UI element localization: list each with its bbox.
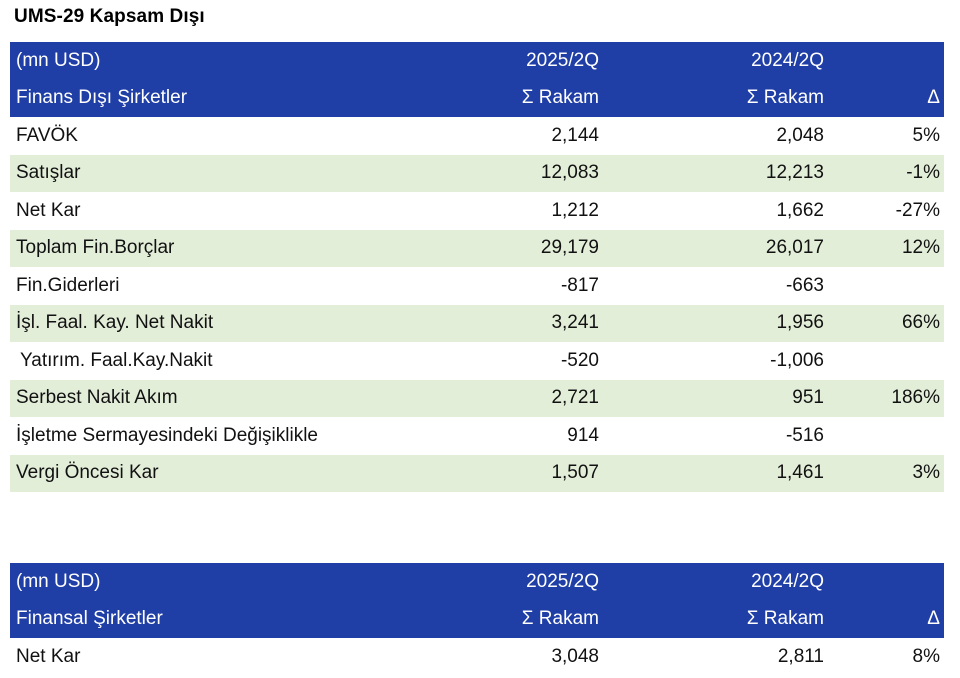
period-a-header: 2025/2Q (376, 42, 600, 80)
financial-companies-table: (mn USD) 2025/2Q 2024/2Q Finansal Şirket… (10, 563, 944, 676)
delta-header: Δ (825, 79, 944, 117)
value-2024: 951 (600, 379, 825, 417)
value-2024: -516 (600, 417, 825, 455)
delta-value: 66% (825, 304, 944, 342)
row-label: Yatırım. Faal.Kay.Nakit (10, 342, 376, 380)
table-row: FAVÖK 2,144 2,048 5% (10, 117, 944, 155)
row-label: Net Kar (10, 638, 376, 676)
delta-value (825, 267, 944, 305)
table-row: Vergi Öncesi Kar 1,507 1,461 3% (10, 454, 944, 492)
delta-value: 3% (825, 454, 944, 492)
delta-value: 12% (825, 229, 944, 267)
row-label: FAVÖK (10, 117, 376, 155)
sum-a-header: Σ Rakam (376, 600, 600, 638)
delta-header: Δ (825, 600, 944, 638)
table-row: Net Kar 3,048 2,811 8% (10, 638, 944, 676)
unit-header: (mn USD) (10, 42, 376, 80)
row-label: İşletme Sermayesindeki Değişiklikle (10, 417, 376, 455)
value-2024: 26,017 (600, 229, 825, 267)
table-row: Satışlar 12,083 12,213 -1% (10, 154, 944, 192)
table-row: Fin.Giderleri -817 -663 (10, 267, 944, 305)
delta-value: -27% (825, 192, 944, 230)
table-row: İşl. Faal. Kay. Net Nakit 3,241 1,956 66… (10, 304, 944, 342)
non-financial-companies-table: (mn USD) 2025/2Q 2024/2Q Finans Dışı Şir… (10, 42, 944, 492)
row-label-text: Yatırım. Faal.Kay.Nakit (20, 349, 213, 371)
delta-value: 8% (825, 638, 944, 676)
section-header: Finans Dışı Şirketler (10, 79, 376, 117)
delta-value: 5% (825, 117, 944, 155)
table-row: Toplam Fin.Borçlar 29,179 26,017 12% (10, 229, 944, 267)
row-label: Toplam Fin.Borçlar (10, 229, 376, 267)
value-2025: 29,179 (376, 229, 600, 267)
delta-value: -1% (825, 154, 944, 192)
row-label: Vergi Öncesi Kar (10, 454, 376, 492)
value-2024: 2,811 (600, 638, 825, 676)
table-row: Serbest Nakit Akım 2,721 951 186% (10, 379, 944, 417)
table-header-row: Finans Dışı Şirketler Σ Rakam Σ Rakam Δ (10, 79, 944, 117)
delta-value (825, 417, 944, 455)
sum-b-header: Σ Rakam (600, 600, 825, 638)
value-2025: 3,241 (376, 304, 600, 342)
value-2025: 1,212 (376, 192, 600, 230)
delta-value (825, 342, 944, 380)
table-row: Yatırım. Faal.Kay.Nakit -520 -1,006 (10, 342, 944, 380)
value-2024: 1,662 (600, 192, 825, 230)
value-2025: 12,083 (376, 154, 600, 192)
row-label: Satışlar (10, 154, 376, 192)
delta-value: 186% (825, 379, 944, 417)
period-a-header: 2025/2Q (376, 563, 600, 601)
empty-header-cell (825, 42, 944, 80)
unit-header: (mn USD) (10, 563, 376, 601)
table-header-row: (mn USD) 2025/2Q 2024/2Q (10, 42, 944, 80)
sum-b-header: Σ Rakam (600, 79, 825, 117)
value-2024: -1,006 (600, 342, 825, 380)
value-2024: 1,461 (600, 454, 825, 492)
value-2024: 1,956 (600, 304, 825, 342)
value-2025: 2,144 (376, 117, 600, 155)
table-header-row: (mn USD) 2025/2Q 2024/2Q (10, 563, 944, 601)
value-2025: 3,048 (376, 638, 600, 676)
value-2025: 1,507 (376, 454, 600, 492)
row-label: İşl. Faal. Kay. Net Nakit (10, 304, 376, 342)
empty-header-cell (825, 563, 944, 601)
value-2025: 2,721 (376, 379, 600, 417)
section-header: Finansal Şirketler (10, 600, 376, 638)
period-b-header: 2024/2Q (600, 42, 825, 80)
value-2024: 2,048 (600, 117, 825, 155)
value-2025: 914 (376, 417, 600, 455)
value-2025: -520 (376, 342, 600, 380)
value-2024: -663 (600, 267, 825, 305)
page-title: UMS-29 Kapsam Dışı (14, 6, 205, 27)
table-row: Net Kar 1,212 1,662 -27% (10, 192, 944, 230)
period-b-header: 2024/2Q (600, 563, 825, 601)
row-label: Net Kar (10, 192, 376, 230)
value-2024: 12,213 (600, 154, 825, 192)
row-label: Fin.Giderleri (10, 267, 376, 305)
value-2025: -817 (376, 267, 600, 305)
row-label: Serbest Nakit Akım (10, 379, 376, 417)
sum-a-header: Σ Rakam (376, 79, 600, 117)
table-row: İşletme Sermayesindeki Değişiklikle 914 … (10, 417, 944, 455)
table-header-row: Finansal Şirketler Σ Rakam Σ Rakam Δ (10, 600, 944, 638)
